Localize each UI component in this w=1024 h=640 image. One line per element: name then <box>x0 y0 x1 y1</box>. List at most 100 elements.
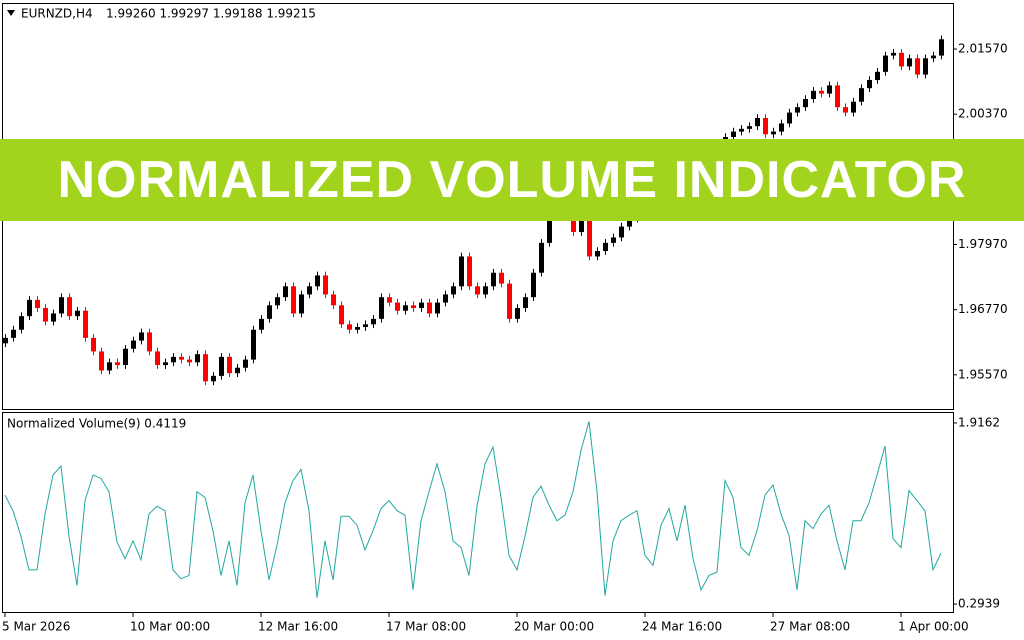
candle-body <box>419 302 424 309</box>
candle-body <box>363 324 368 328</box>
candle-body <box>451 286 456 295</box>
candle-body <box>3 337 8 344</box>
candle-body <box>483 286 488 295</box>
candle-body <box>883 55 888 72</box>
candle-body <box>131 340 136 349</box>
candle-body <box>395 302 400 311</box>
candle-body <box>307 286 312 295</box>
candle-body <box>355 327 360 330</box>
candle-body <box>203 354 208 382</box>
symbol: EURNZD,H4 <box>21 7 93 21</box>
y-tick-label: 2.00370 <box>958 107 1008 121</box>
candle-body <box>739 128 744 132</box>
candle-body <box>91 337 96 352</box>
y-tick-label: 1.95570 <box>958 367 1008 381</box>
menu-triangle[interactable] <box>7 10 15 16</box>
candle-body <box>315 275 320 287</box>
candle-body <box>531 272 536 298</box>
candle-body <box>339 305 344 325</box>
candle-body <box>859 88 864 102</box>
y-tick-label: 1.96770 <box>958 302 1008 316</box>
candle-body <box>795 107 800 113</box>
candle-body <box>403 305 408 311</box>
candle-body <box>611 237 616 243</box>
candle-body <box>827 85 832 94</box>
candle-body <box>411 305 416 309</box>
candle-body <box>787 112 792 124</box>
candle-body <box>123 348 128 366</box>
candle-body <box>59 297 64 314</box>
candle-body <box>867 80 872 89</box>
candle-body <box>915 58 920 75</box>
y-tick-label: 1.9162 <box>958 415 1000 429</box>
candle-body <box>523 297 528 309</box>
candle-body <box>803 99 808 108</box>
candle-body <box>27 299 32 317</box>
candle-body <box>475 286 480 295</box>
candle-body <box>99 351 104 371</box>
candle-body <box>539 242 544 273</box>
candle-body <box>267 305 272 319</box>
y-tick-label: 2.01570 <box>958 42 1008 56</box>
candle-body <box>251 329 256 360</box>
candle-body <box>195 354 200 363</box>
candle-body <box>147 332 152 352</box>
candle-body <box>603 242 608 252</box>
candle-body <box>939 39 944 56</box>
candle-body <box>243 359 248 368</box>
quote: 1.99260 1.99297 1.99188 1.99215 <box>106 7 316 21</box>
volume-line <box>4 421 942 598</box>
candle-body <box>227 356 232 374</box>
candle-body <box>11 329 16 338</box>
candle-body <box>51 313 56 322</box>
candle-body <box>515 308 520 319</box>
candle-body <box>179 356 184 360</box>
candle-body <box>371 318 376 325</box>
y-tick-label: 1.97970 <box>958 237 1008 251</box>
candle-body <box>819 90 824 94</box>
candle-body <box>571 215 576 233</box>
candle-body <box>275 297 280 306</box>
candle-body <box>779 123 784 132</box>
candle-body <box>459 256 464 287</box>
candle-body <box>323 275 328 295</box>
candle-body <box>851 101 856 113</box>
candle-body <box>763 118 768 135</box>
candle-body <box>283 286 288 298</box>
x-tick-label: 17 Mar 08:00 <box>386 620 466 634</box>
candle-body <box>491 272 496 287</box>
candle-body <box>387 297 392 303</box>
candle-body <box>171 356 176 363</box>
x-tick-label: 24 Mar 16:00 <box>642 620 722 634</box>
candle-body <box>331 294 336 306</box>
candle-body <box>595 251 600 257</box>
candle-body <box>467 256 472 287</box>
candle-body <box>107 362 112 371</box>
candle-body <box>547 210 552 243</box>
candle-body <box>835 85 840 108</box>
candle-body <box>299 294 304 314</box>
candle-body <box>19 316 24 330</box>
candle-body <box>899 52 904 67</box>
candle-body <box>907 58 912 67</box>
candle-body <box>67 297 72 317</box>
candle-body <box>83 310 88 338</box>
candle-body <box>507 283 512 319</box>
candle-body <box>435 302 440 314</box>
candle-body <box>219 356 224 376</box>
candle-body <box>587 213 592 257</box>
candle-body <box>811 90 816 100</box>
candle-body <box>43 308 48 322</box>
candle-body <box>579 213 584 233</box>
x-tick-label: 1 Apr 00:00 <box>898 620 969 634</box>
y-tick-label: 0.2939 <box>958 597 1000 611</box>
candle-body <box>891 52 896 56</box>
x-tick-label: 12 Mar 16:00 <box>258 620 338 634</box>
volume-panel <box>2 412 954 613</box>
candle-body <box>427 302 432 314</box>
candle-body <box>843 107 848 113</box>
candle-body <box>443 294 448 303</box>
candle-body <box>35 299 40 309</box>
